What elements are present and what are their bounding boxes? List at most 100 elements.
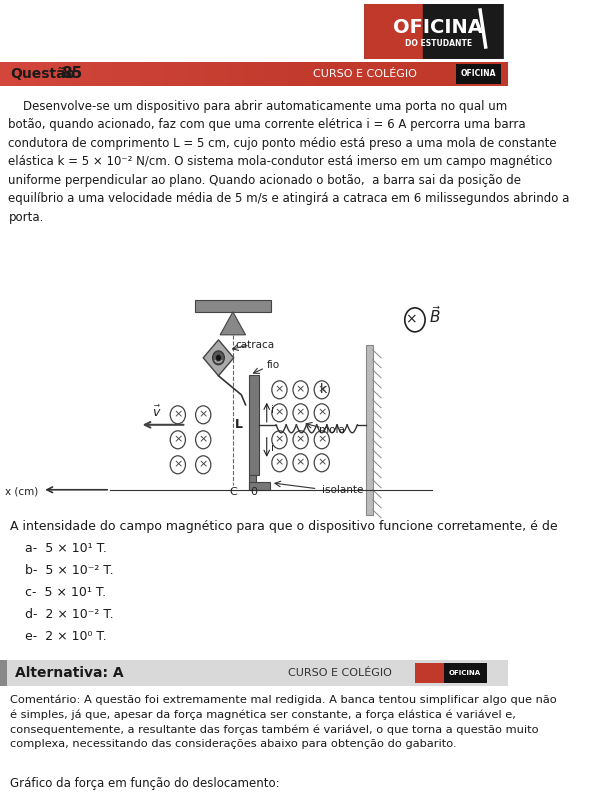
- Bar: [169, 62, 171, 86]
- Bar: [266, 62, 268, 86]
- Text: OFICINA: OFICINA: [449, 670, 481, 676]
- Bar: [171, 62, 173, 86]
- Text: A intensidade do campo magnético para que o dispositivo funcione corretamente, é: A intensidade do campo magnético para qu…: [10, 520, 558, 533]
- Bar: [2, 62, 4, 86]
- Bar: [249, 475, 256, 489]
- Bar: [259, 62, 261, 86]
- Text: isolante: isolante: [322, 485, 363, 495]
- Bar: [235, 62, 237, 86]
- Bar: [366, 345, 373, 515]
- Bar: [415, 662, 444, 682]
- Bar: [39, 62, 41, 86]
- Bar: [140, 62, 142, 86]
- Text: CURSO E COLÉGIO: CURSO E COLÉGIO: [313, 69, 417, 79]
- Bar: [115, 62, 117, 86]
- Text: Alternativa: A: Alternativa: A: [15, 666, 124, 680]
- Bar: [97, 62, 98, 86]
- Bar: [215, 62, 217, 86]
- Bar: [320, 62, 322, 86]
- Bar: [202, 62, 203, 86]
- Bar: [288, 62, 290, 86]
- Text: c-  5 × 10¹ T.: c- 5 × 10¹ T.: [25, 586, 107, 598]
- Bar: [139, 62, 140, 86]
- Bar: [281, 62, 283, 86]
- Bar: [280, 62, 281, 86]
- Bar: [217, 62, 218, 86]
- Bar: [25, 62, 27, 86]
- Bar: [222, 62, 224, 86]
- Bar: [88, 62, 90, 86]
- Bar: [185, 62, 186, 86]
- Bar: [43, 62, 44, 86]
- Text: i: i: [271, 405, 274, 415]
- Bar: [4, 62, 5, 86]
- Bar: [208, 62, 210, 86]
- FancyBboxPatch shape: [364, 4, 504, 59]
- Bar: [41, 62, 43, 86]
- Bar: [212, 62, 214, 86]
- Bar: [17, 62, 19, 86]
- Bar: [245, 62, 247, 86]
- Text: k: k: [320, 384, 327, 396]
- Bar: [137, 62, 139, 86]
- Text: ×: ×: [173, 410, 182, 420]
- Bar: [322, 62, 323, 86]
- Bar: [0, 660, 7, 686]
- Bar: [161, 62, 163, 86]
- Bar: [284, 62, 286, 86]
- Bar: [224, 62, 225, 86]
- Text: ×: ×: [199, 460, 208, 469]
- Text: Desenvolve-se um dispositivo para abrir automaticamente uma porta no qual um
bot: Desenvolve-se um dispositivo para abrir …: [8, 100, 570, 224]
- Bar: [64, 62, 66, 86]
- Bar: [257, 62, 259, 86]
- Text: ×: ×: [296, 435, 305, 445]
- Text: x (cm): x (cm): [5, 487, 38, 497]
- Bar: [261, 62, 263, 86]
- Bar: [167, 62, 169, 86]
- Bar: [61, 62, 62, 86]
- Bar: [5, 62, 7, 86]
- Bar: [193, 62, 195, 86]
- Bar: [132, 62, 134, 86]
- Bar: [58, 62, 59, 86]
- Bar: [253, 62, 254, 86]
- Bar: [330, 62, 332, 86]
- Bar: [210, 62, 212, 86]
- Bar: [198, 62, 200, 86]
- Bar: [144, 62, 146, 86]
- Bar: [117, 62, 119, 86]
- Bar: [91, 62, 93, 86]
- Bar: [85, 62, 86, 86]
- Bar: [232, 62, 234, 86]
- Text: a-  5 × 10¹ T.: a- 5 × 10¹ T.: [25, 541, 107, 555]
- Bar: [317, 62, 319, 86]
- Text: ×: ×: [296, 408, 305, 418]
- Bar: [263, 62, 264, 86]
- Bar: [295, 62, 296, 86]
- Text: L: L: [235, 418, 243, 431]
- Text: ×: ×: [275, 384, 284, 395]
- Polygon shape: [220, 312, 245, 335]
- Bar: [74, 62, 76, 86]
- Bar: [59, 62, 61, 86]
- Bar: [183, 62, 185, 86]
- Bar: [249, 481, 270, 489]
- Circle shape: [216, 355, 221, 360]
- Bar: [136, 62, 137, 86]
- Bar: [310, 62, 311, 86]
- Bar: [54, 62, 56, 86]
- Bar: [239, 62, 241, 86]
- Bar: [0, 62, 2, 86]
- Bar: [234, 62, 235, 86]
- Bar: [29, 62, 31, 86]
- Text: ×: ×: [405, 313, 416, 327]
- Text: ×: ×: [296, 458, 305, 468]
- Text: DO ESTUDANTE: DO ESTUDANTE: [404, 39, 472, 48]
- Text: CURSO E COLÉGIO: CURSO E COLÉGIO: [288, 668, 392, 678]
- Bar: [307, 62, 308, 86]
- Bar: [47, 62, 49, 86]
- Bar: [315, 62, 317, 86]
- Bar: [337, 62, 339, 86]
- Bar: [37, 62, 39, 86]
- Bar: [251, 62, 253, 86]
